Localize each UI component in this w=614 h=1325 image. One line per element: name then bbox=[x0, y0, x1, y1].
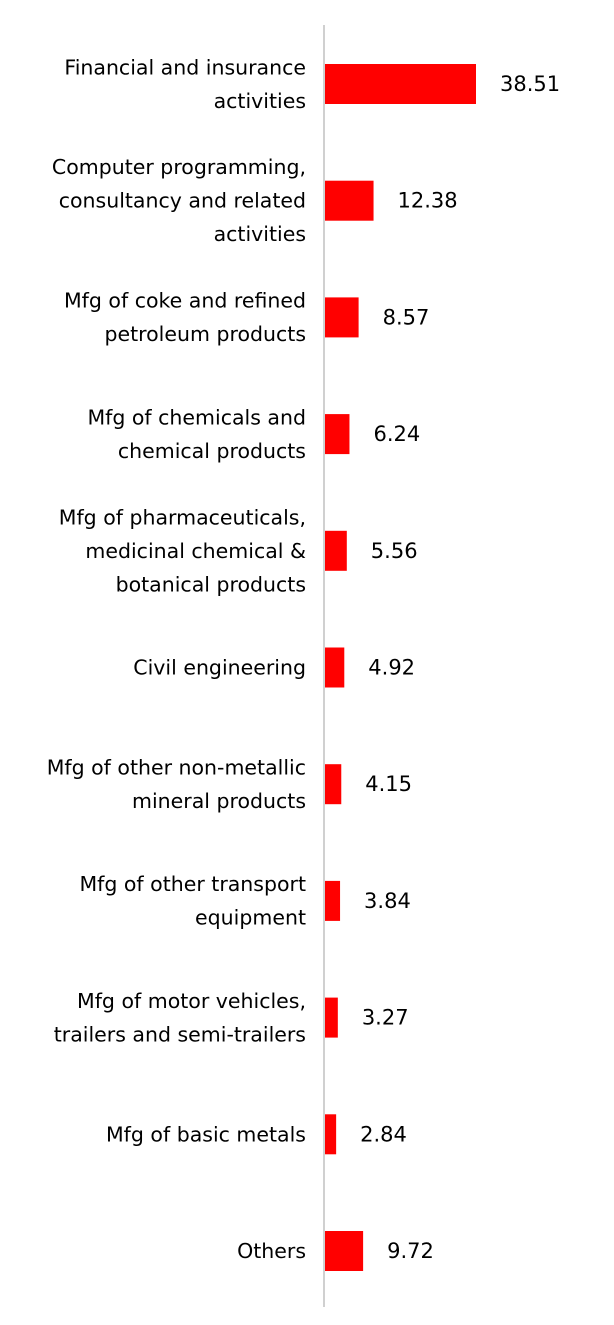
value-label-5: 4.92 bbox=[368, 656, 415, 680]
value-label-3: 6.24 bbox=[373, 422, 420, 446]
category-label-line: Mfg of motor vehicles, bbox=[77, 989, 306, 1013]
bar-4 bbox=[325, 530, 347, 571]
category-label-line: activities bbox=[214, 222, 306, 246]
category-label-line: botanical products bbox=[116, 572, 306, 596]
bar-6 bbox=[325, 764, 342, 805]
category-label-line: equipment bbox=[195, 906, 306, 930]
value-label-4: 5.56 bbox=[371, 539, 418, 563]
category-label-line: Mfg of other non-metallic bbox=[47, 755, 306, 779]
bar-8 bbox=[325, 997, 338, 1038]
value-label-8: 3.27 bbox=[362, 1006, 409, 1030]
category-label-line: chemical products bbox=[118, 439, 306, 463]
category-label-3: Mfg of chemicals and chemical products bbox=[87, 405, 306, 463]
category-label-line: petroleum products bbox=[105, 322, 307, 346]
category-label-line: trailers and semi-trailers bbox=[54, 1022, 306, 1046]
category-label-7: Mfg of other transport equipment bbox=[79, 872, 306, 930]
category-label-line: Mfg of other transport bbox=[79, 872, 306, 896]
category-label-line: Mfg of coke and refined bbox=[64, 289, 306, 313]
value-label-10: 9.72 bbox=[387, 1239, 434, 1263]
bar-7 bbox=[325, 880, 341, 921]
category-label-line: Civil engineering bbox=[133, 656, 306, 680]
category-label-line: Mfg of pharmaceuticals, bbox=[59, 505, 306, 529]
bar-2 bbox=[325, 297, 359, 338]
bar-0 bbox=[325, 64, 476, 104]
category-label-8: Mfg of motor vehicles, trailers and semi-… bbox=[54, 989, 306, 1047]
value-label-9: 2.84 bbox=[360, 1122, 407, 1146]
category-label-5: Civil engineering bbox=[133, 656, 306, 680]
category-label-line: Mfg of basic metals bbox=[106, 1122, 306, 1146]
bar-9 bbox=[325, 1114, 337, 1155]
value-label-6: 4.15 bbox=[365, 772, 412, 796]
category-label-line: Mfg of chemicals and bbox=[87, 405, 306, 429]
bars-group bbox=[325, 64, 476, 1271]
category-label-9: Mfg of basic metals bbox=[106, 1122, 306, 1146]
value-labels-group: 38.51 12.38 8.57 6.24 5.56 4.92 4.15 3.84 3.27 2.… bbox=[360, 72, 560, 1263]
bar-5 bbox=[325, 647, 345, 688]
category-label-line: Financial and insurance bbox=[64, 55, 306, 79]
value-label-1: 12.38 bbox=[398, 189, 458, 213]
bar-10 bbox=[325, 1231, 364, 1271]
category-label-line: Computer programming, bbox=[52, 155, 306, 179]
category-label-line: activities bbox=[214, 89, 306, 113]
value-label-7: 3.84 bbox=[364, 889, 411, 913]
category-label-4: Mfg of pharmaceuticals, medicinal chemica… bbox=[59, 505, 306, 596]
bar-1 bbox=[325, 180, 374, 221]
category-labels-group: Financial and insurance activitiesCompute… bbox=[47, 55, 306, 1263]
category-label-6: Mfg of other non-metallic mineral product… bbox=[47, 755, 306, 813]
category-label-line: consultancy and related bbox=[59, 189, 306, 213]
category-label-line: Others bbox=[237, 1239, 306, 1263]
value-label-0: 38.51 bbox=[500, 72, 560, 96]
category-label-line: mineral products bbox=[132, 789, 306, 813]
category-label-1: Computer programming, consultancy and rel… bbox=[52, 155, 306, 246]
category-label-10: Others bbox=[237, 1239, 306, 1263]
category-label-0: Financial and insurance activities bbox=[64, 55, 306, 113]
category-label-line: medicinal chemical & bbox=[85, 539, 306, 563]
bar-3 bbox=[325, 414, 350, 455]
value-label-2: 8.57 bbox=[383, 305, 430, 329]
category-label-2: Mfg of coke and refined petroleum product… bbox=[64, 289, 306, 347]
